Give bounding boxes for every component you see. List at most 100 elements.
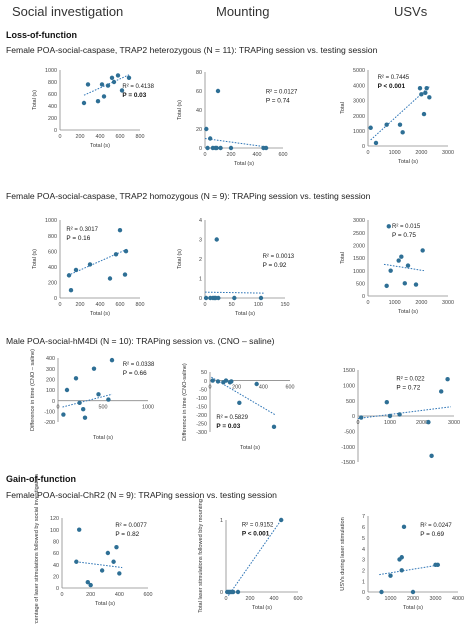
y-axis-title: USVs during laser stimulation	[340, 517, 346, 590]
x-tick-label: 2000	[407, 596, 419, 602]
r-squared-label: R² = 0.3017	[66, 227, 98, 233]
x-tick-label: 3000	[448, 420, 460, 426]
y-tick-label: 1500	[343, 368, 355, 374]
y-tick-label: 0	[362, 294, 365, 300]
data-point	[95, 99, 101, 104]
x-tick-label: 0	[367, 300, 370, 306]
data-point	[87, 262, 93, 267]
x-tick-label: 0	[59, 134, 62, 140]
y-tick-label: 0	[199, 146, 202, 152]
data-point	[99, 82, 105, 87]
data-point	[263, 145, 269, 151]
x-tick-label: 1000	[384, 420, 396, 426]
x-tick-label: 600	[116, 302, 125, 308]
p-value-label: P = 0.74	[266, 98, 290, 105]
y-tick-label: 4	[199, 218, 202, 224]
x-axis-title: Total (s)	[398, 159, 418, 165]
data-point	[405, 263, 411, 268]
y-tick-label: 80	[53, 540, 59, 546]
trendline	[204, 138, 268, 148]
y-tick-label: 3000	[353, 218, 365, 224]
data-point	[387, 413, 393, 419]
p-value-label: P = 0.69	[420, 531, 444, 538]
trendline	[204, 291, 264, 294]
data-point	[68, 288, 74, 293]
trendline	[62, 393, 113, 408]
data-point	[399, 254, 404, 259]
x-tick-label: 2000	[415, 150, 427, 156]
data-point	[117, 571, 122, 576]
p-value-label: P = 0.16	[66, 235, 90, 242]
x-tick-label: 600	[286, 385, 295, 391]
x-tick-label: 2000	[415, 300, 427, 306]
data-point	[228, 145, 234, 151]
data-point	[373, 140, 379, 146]
x-tick-label: 400	[253, 152, 262, 158]
x-tick-label: 0	[209, 385, 212, 391]
data-point	[397, 412, 402, 417]
x-tick-label: 400	[270, 596, 279, 602]
column-header-social-investigation: Social investigation	[12, 4, 124, 19]
x-tick-label: 0	[225, 596, 228, 602]
p-value-label: P = 0.75	[392, 232, 416, 239]
y-tick-label: 500	[356, 282, 365, 288]
data-point	[420, 248, 425, 253]
y-tick-label: 6	[362, 525, 365, 531]
y-tick-label: 0	[54, 296, 57, 302]
r-squared-label: R² = 0.015	[392, 224, 421, 230]
x-tick-label: 600	[144, 592, 153, 598]
r-squared-label: R² = 0.0247	[420, 523, 452, 529]
p-value-label: P = 0.92	[263, 262, 287, 269]
x-tick-label: 4000	[452, 596, 464, 602]
r-squared-label: R² = 0.022	[396, 377, 425, 383]
data-point	[400, 130, 405, 135]
data-point	[237, 400, 242, 406]
data-point	[384, 122, 389, 127]
x-tick-label: 200	[232, 385, 241, 391]
y-tick-label: 7	[362, 514, 365, 520]
trendline	[227, 519, 282, 596]
x-tick-label: 0	[204, 302, 207, 308]
data-point	[106, 397, 111, 402]
y-axis-title: Total (s)	[32, 249, 38, 269]
data-point	[423, 90, 428, 96]
data-point	[214, 237, 219, 242]
y-tick-label: 200	[48, 281, 57, 287]
y-tick-label: 600	[48, 249, 57, 255]
y-tick-label: -200	[196, 413, 207, 419]
y-tick-label: 40	[196, 108, 202, 114]
y-axis-title: Total (s)	[177, 249, 183, 269]
data-point	[96, 392, 101, 397]
scatter-chart-r1c2: 0 20 40 60 80 0 200 400 600 Total (s) Total (s) R² …	[177, 70, 298, 167]
trendline	[211, 376, 276, 416]
data-point	[74, 559, 79, 564]
data-point	[401, 524, 407, 530]
x-tick-label: 2000	[416, 420, 428, 426]
data-point	[91, 366, 97, 371]
scatter-chart-r1c1: 0 200 400 600 800 1000 0 200 400 600 800 Total (s) T…	[32, 68, 155, 149]
y-tick-label: -100	[196, 396, 207, 402]
x-axis-title: Total (s)	[93, 435, 113, 441]
x-tick-label: 3000	[442, 150, 454, 156]
scatter-chart-r4c2: 0 1 0 200 400 600 Total (s) Total laser stimula…	[198, 499, 303, 613]
data-point	[208, 136, 213, 141]
data-point	[73, 267, 79, 273]
r-squared-label: R² = 0.0338	[123, 362, 155, 368]
y-tick-label: 2000	[353, 244, 365, 250]
y-tick-label: 100	[46, 388, 55, 394]
y-tick-label: 800	[48, 234, 57, 240]
data-point	[111, 559, 116, 564]
r-squared-label: R² = 0.0077	[115, 523, 147, 529]
x-tick-label: 150	[281, 302, 290, 308]
data-point	[99, 568, 105, 573]
data-point	[113, 252, 119, 257]
scatter-chart-r2c3: 0 500 1000 1500 2000 2500 3000 0 1000 2000 3000 Tot…	[340, 218, 454, 315]
y-tick-label: -150	[196, 404, 207, 410]
section-loss-of-function: Loss-of-function	[6, 30, 77, 40]
y-tick-label: 2500	[353, 231, 365, 237]
x-tick-label: 50	[229, 302, 235, 308]
x-tick-label: 200	[76, 134, 85, 140]
data-point	[402, 281, 407, 286]
